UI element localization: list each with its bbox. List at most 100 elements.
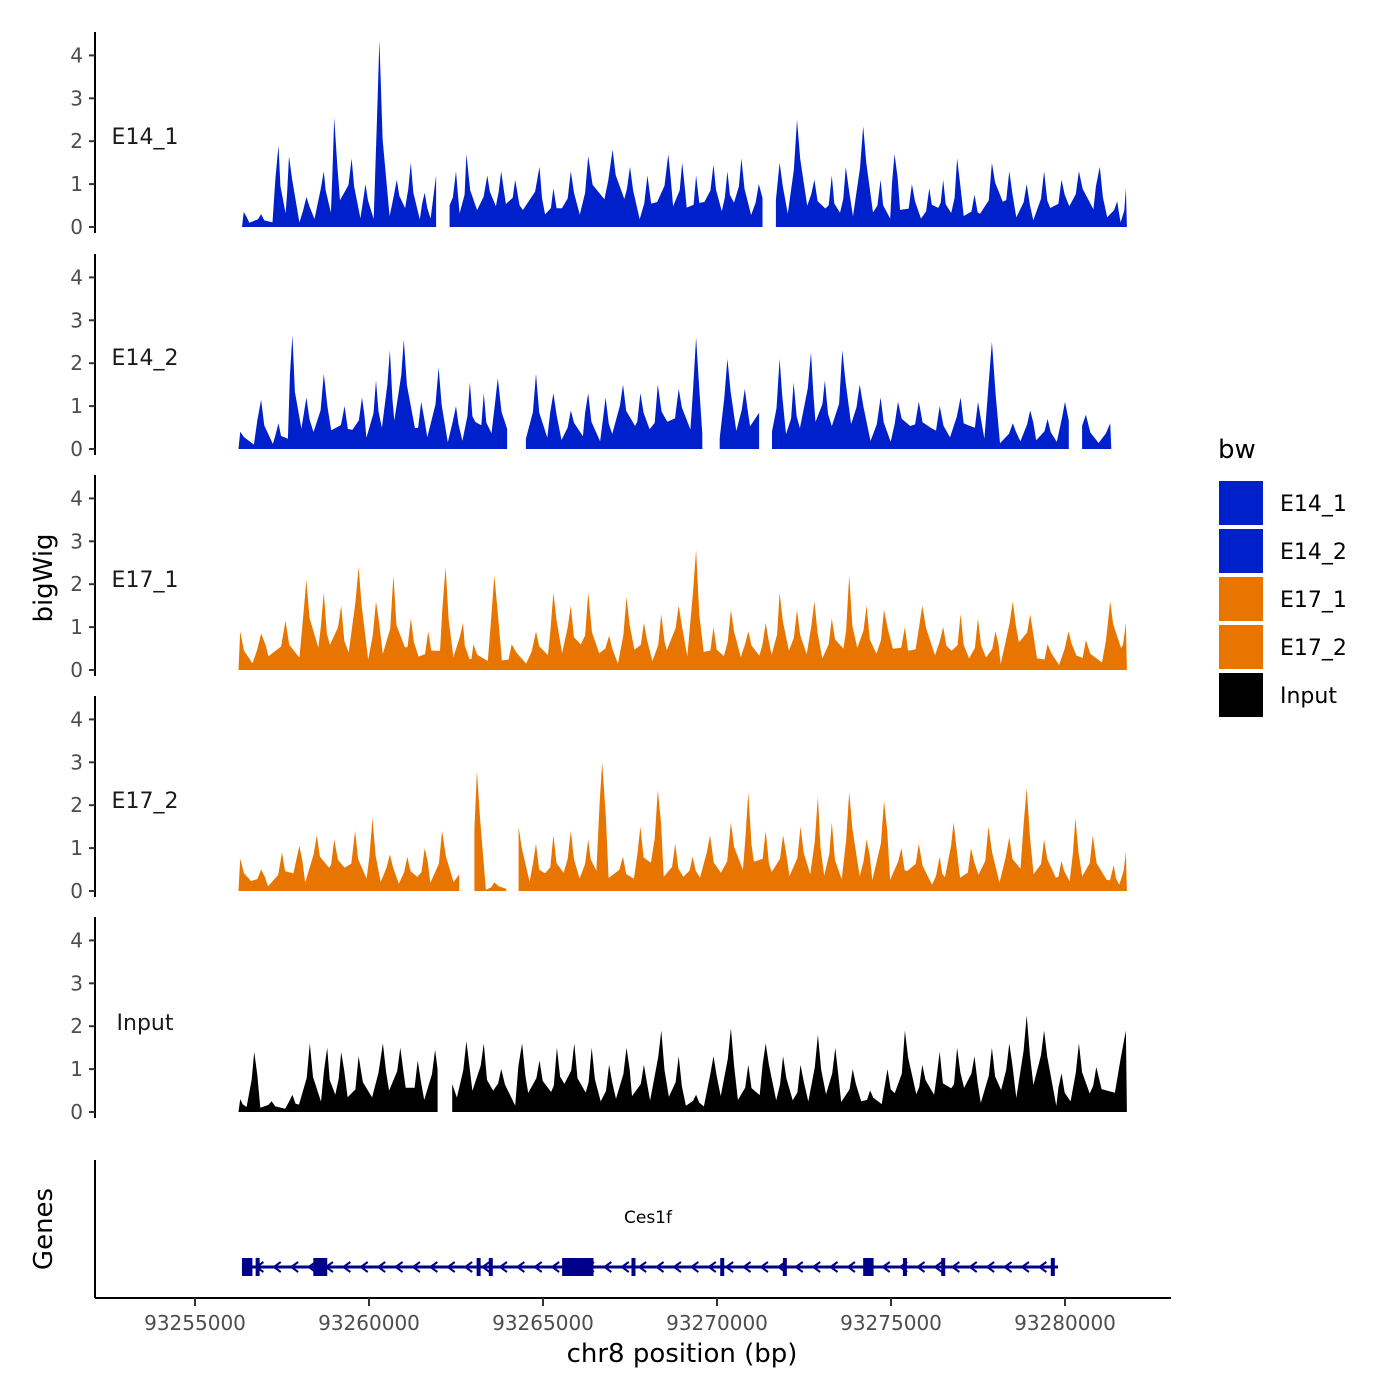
strand-chevron bbox=[393, 1261, 404, 1273]
exon-marker bbox=[476, 1258, 481, 1276]
strand-chevron bbox=[1037, 1261, 1047, 1273]
signal-area-e14-2 bbox=[772, 341, 1069, 449]
strand-chevron bbox=[881, 1261, 891, 1273]
y-tick-label: 1 bbox=[70, 1057, 83, 1081]
exon-marker bbox=[255, 1258, 260, 1276]
strand-chevron bbox=[620, 1261, 630, 1273]
track-label: Input bbox=[117, 1011, 174, 1036]
y-tick-label: 2 bbox=[70, 572, 83, 596]
y-tick-label: 1 bbox=[70, 394, 83, 418]
signal-area-input bbox=[238, 1043, 438, 1112]
signal-area-e17-2 bbox=[518, 762, 1127, 891]
strand-chevron bbox=[272, 1261, 282, 1273]
track-e17-1: 0 1 2 3 4 E17_1 bbox=[70, 475, 1127, 682]
exon-marker bbox=[720, 1258, 725, 1276]
legend-label-e17-2: E17_2 bbox=[1280, 636, 1347, 661]
signal-tracks: 0 1 2 3 4 E14_1 0 1 2 3 4 E14_2 0 1 2 3 4 E17_1 0 1 2 3 4 E17_2… bbox=[70, 32, 1127, 1124]
legend-label-input: Input bbox=[1280, 684, 1337, 709]
y-tick-label: 3 bbox=[70, 308, 83, 332]
y-tick-label: 4 bbox=[70, 486, 83, 510]
strand-chevron bbox=[533, 1261, 543, 1273]
track-input: 0 1 2 3 4 Input bbox=[70, 917, 1127, 1124]
strand-chevron bbox=[411, 1261, 421, 1273]
y-tick-label: 1 bbox=[70, 836, 83, 860]
strand-chevron bbox=[741, 1261, 752, 1273]
y-tick-label: 0 bbox=[70, 879, 83, 903]
legend-label-e14-2: E14_2 bbox=[1280, 540, 1347, 565]
strand-chevron bbox=[846, 1261, 856, 1273]
x-tick-label: 93265000 bbox=[492, 1311, 594, 1335]
legend-title: bw bbox=[1218, 435, 1256, 465]
strand-chevron bbox=[828, 1261, 839, 1273]
y-tick-label: 4 bbox=[70, 928, 83, 952]
y-axis-title: bigWig bbox=[29, 533, 59, 622]
gene-model bbox=[241, 1258, 1059, 1276]
strand-chevron bbox=[1002, 1261, 1013, 1273]
exon-marker bbox=[902, 1258, 907, 1276]
y-tick-label: 1 bbox=[70, 172, 83, 196]
strand-chevron bbox=[376, 1261, 386, 1273]
y-tick-label: 2 bbox=[70, 129, 83, 153]
signal-area-e14-1 bbox=[242, 40, 437, 228]
legend: bw E14_1 E14_2 E17_1 E17_2 Input bbox=[1217, 435, 1347, 719]
strand-chevron bbox=[968, 1261, 978, 1273]
track-label: E14_1 bbox=[112, 125, 179, 150]
x-tick-label: 93255000 bbox=[144, 1311, 246, 1335]
legend-label-e17-1: E17_1 bbox=[1280, 588, 1347, 613]
strand-chevron bbox=[602, 1261, 612, 1273]
signal-area-e14-1 bbox=[775, 119, 1127, 227]
x-axis: 93255000 93260000 93265000 93270000 93275000… bbox=[95, 1297, 1171, 1335]
strand-chevron bbox=[724, 1261, 734, 1273]
y-tick-label: 0 bbox=[70, 1100, 83, 1124]
track-e17-2: 0 1 2 3 4 E17_2 bbox=[70, 696, 1127, 903]
strand-chevron bbox=[637, 1261, 647, 1273]
strand-chevron bbox=[794, 1261, 804, 1273]
x-tick-label: 93270000 bbox=[666, 1311, 768, 1335]
gene-track-panel: Ces1f bbox=[94, 1160, 1059, 1298]
strand-chevron bbox=[1020, 1261, 1030, 1273]
exon-block bbox=[863, 1258, 874, 1276]
signal-area-e14-1 bbox=[449, 149, 763, 227]
strand-chevron bbox=[985, 1261, 995, 1273]
track-label: E17_1 bbox=[112, 568, 179, 593]
legend-swatch-e14-1 bbox=[1217, 479, 1265, 527]
y-tick-label: 3 bbox=[70, 750, 83, 774]
exon-marker bbox=[941, 1258, 946, 1276]
y-tick-label: 2 bbox=[70, 793, 83, 817]
strand-chevron bbox=[707, 1261, 717, 1273]
strand-chevron bbox=[550, 1261, 560, 1273]
exon-marker bbox=[488, 1258, 493, 1276]
strand-chevron bbox=[428, 1261, 438, 1273]
exon-block bbox=[313, 1258, 328, 1276]
genes-axis-title: Genes bbox=[29, 1188, 59, 1270]
strand-chevron bbox=[446, 1261, 456, 1273]
x-tick-label: 93260000 bbox=[318, 1311, 420, 1335]
signal-area-e17-1 bbox=[238, 549, 1127, 670]
strand-chevron bbox=[759, 1261, 769, 1273]
strand-chevron bbox=[289, 1261, 299, 1273]
signal-area-e14-2 bbox=[1082, 414, 1112, 449]
y-tick-label: 3 bbox=[70, 86, 83, 110]
y-tick-label: 0 bbox=[70, 437, 83, 461]
y-tick-label: 0 bbox=[70, 658, 83, 682]
signal-area-e14-2 bbox=[238, 335, 508, 449]
x-axis-title: chr8 position (bp) bbox=[567, 1339, 798, 1369]
legend-swatch-e14-2 bbox=[1217, 527, 1265, 575]
strand-chevron bbox=[811, 1261, 821, 1273]
legend-swatch-e17-2 bbox=[1217, 623, 1265, 671]
strand-chevron bbox=[359, 1261, 369, 1273]
strand-chevron bbox=[654, 1261, 665, 1273]
signal-area-e14-2 bbox=[719, 358, 760, 449]
y-tick-label: 3 bbox=[70, 971, 83, 995]
strand-chevron bbox=[915, 1261, 926, 1273]
track-e14-1: 0 1 2 3 4 E14_1 bbox=[70, 32, 1127, 239]
strand-chevron bbox=[498, 1261, 508, 1273]
track-e14-2: 0 1 2 3 4 E14_2 bbox=[70, 254, 1112, 461]
exon-block bbox=[562, 1258, 594, 1276]
y-tick-label: 3 bbox=[70, 529, 83, 553]
strand-chevron bbox=[689, 1261, 699, 1273]
exon-marker bbox=[1050, 1258, 1055, 1276]
exon-marker bbox=[782, 1258, 787, 1276]
exon-block bbox=[241, 1258, 253, 1276]
